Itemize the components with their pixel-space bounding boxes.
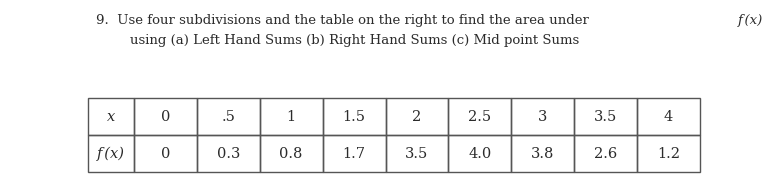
Text: 1.2: 1.2 <box>657 146 680 160</box>
Text: f (x): f (x) <box>97 146 125 161</box>
Text: using (a) Left Hand Sums (b) Right Hand Sums (c) Mid point Sums: using (a) Left Hand Sums (b) Right Hand … <box>96 34 579 47</box>
Text: f (x): f (x) <box>738 14 763 27</box>
Bar <box>88 98 134 135</box>
Text: 3.5: 3.5 <box>405 146 429 160</box>
Text: 4: 4 <box>664 110 673 123</box>
Text: 4.0: 4.0 <box>468 146 491 160</box>
Text: 0: 0 <box>161 110 170 123</box>
Bar <box>637 98 700 135</box>
Text: 0: 0 <box>161 146 170 160</box>
Bar <box>511 98 575 135</box>
Bar <box>575 135 637 172</box>
Text: 3.8: 3.8 <box>531 146 555 160</box>
Text: 2.6: 2.6 <box>594 146 617 160</box>
Text: 0.3: 0.3 <box>217 146 240 160</box>
Bar <box>134 135 197 172</box>
Bar <box>449 135 511 172</box>
Bar <box>575 98 637 135</box>
Bar <box>197 98 259 135</box>
Text: 2.5: 2.5 <box>468 110 491 123</box>
Text: 9.  Use four subdivisions and the table on the right to find the area under: 9. Use four subdivisions and the table o… <box>96 14 593 27</box>
Bar <box>385 98 449 135</box>
Text: 1.7: 1.7 <box>343 146 365 160</box>
Bar <box>88 135 134 172</box>
Bar <box>259 135 323 172</box>
Text: 2: 2 <box>412 110 422 123</box>
Bar <box>511 135 575 172</box>
Text: 3.5: 3.5 <box>594 110 617 123</box>
Text: 0.8: 0.8 <box>279 146 303 160</box>
Text: 1: 1 <box>287 110 296 123</box>
Text: x: x <box>107 110 115 123</box>
Bar <box>197 135 259 172</box>
Text: .5: .5 <box>221 110 235 123</box>
Bar <box>259 98 323 135</box>
Bar <box>323 135 385 172</box>
Bar <box>637 135 700 172</box>
Text: 1.5: 1.5 <box>343 110 365 123</box>
Text: 3: 3 <box>538 110 547 123</box>
Bar <box>449 98 511 135</box>
Bar <box>323 98 385 135</box>
Bar <box>385 135 449 172</box>
Bar <box>134 98 197 135</box>
